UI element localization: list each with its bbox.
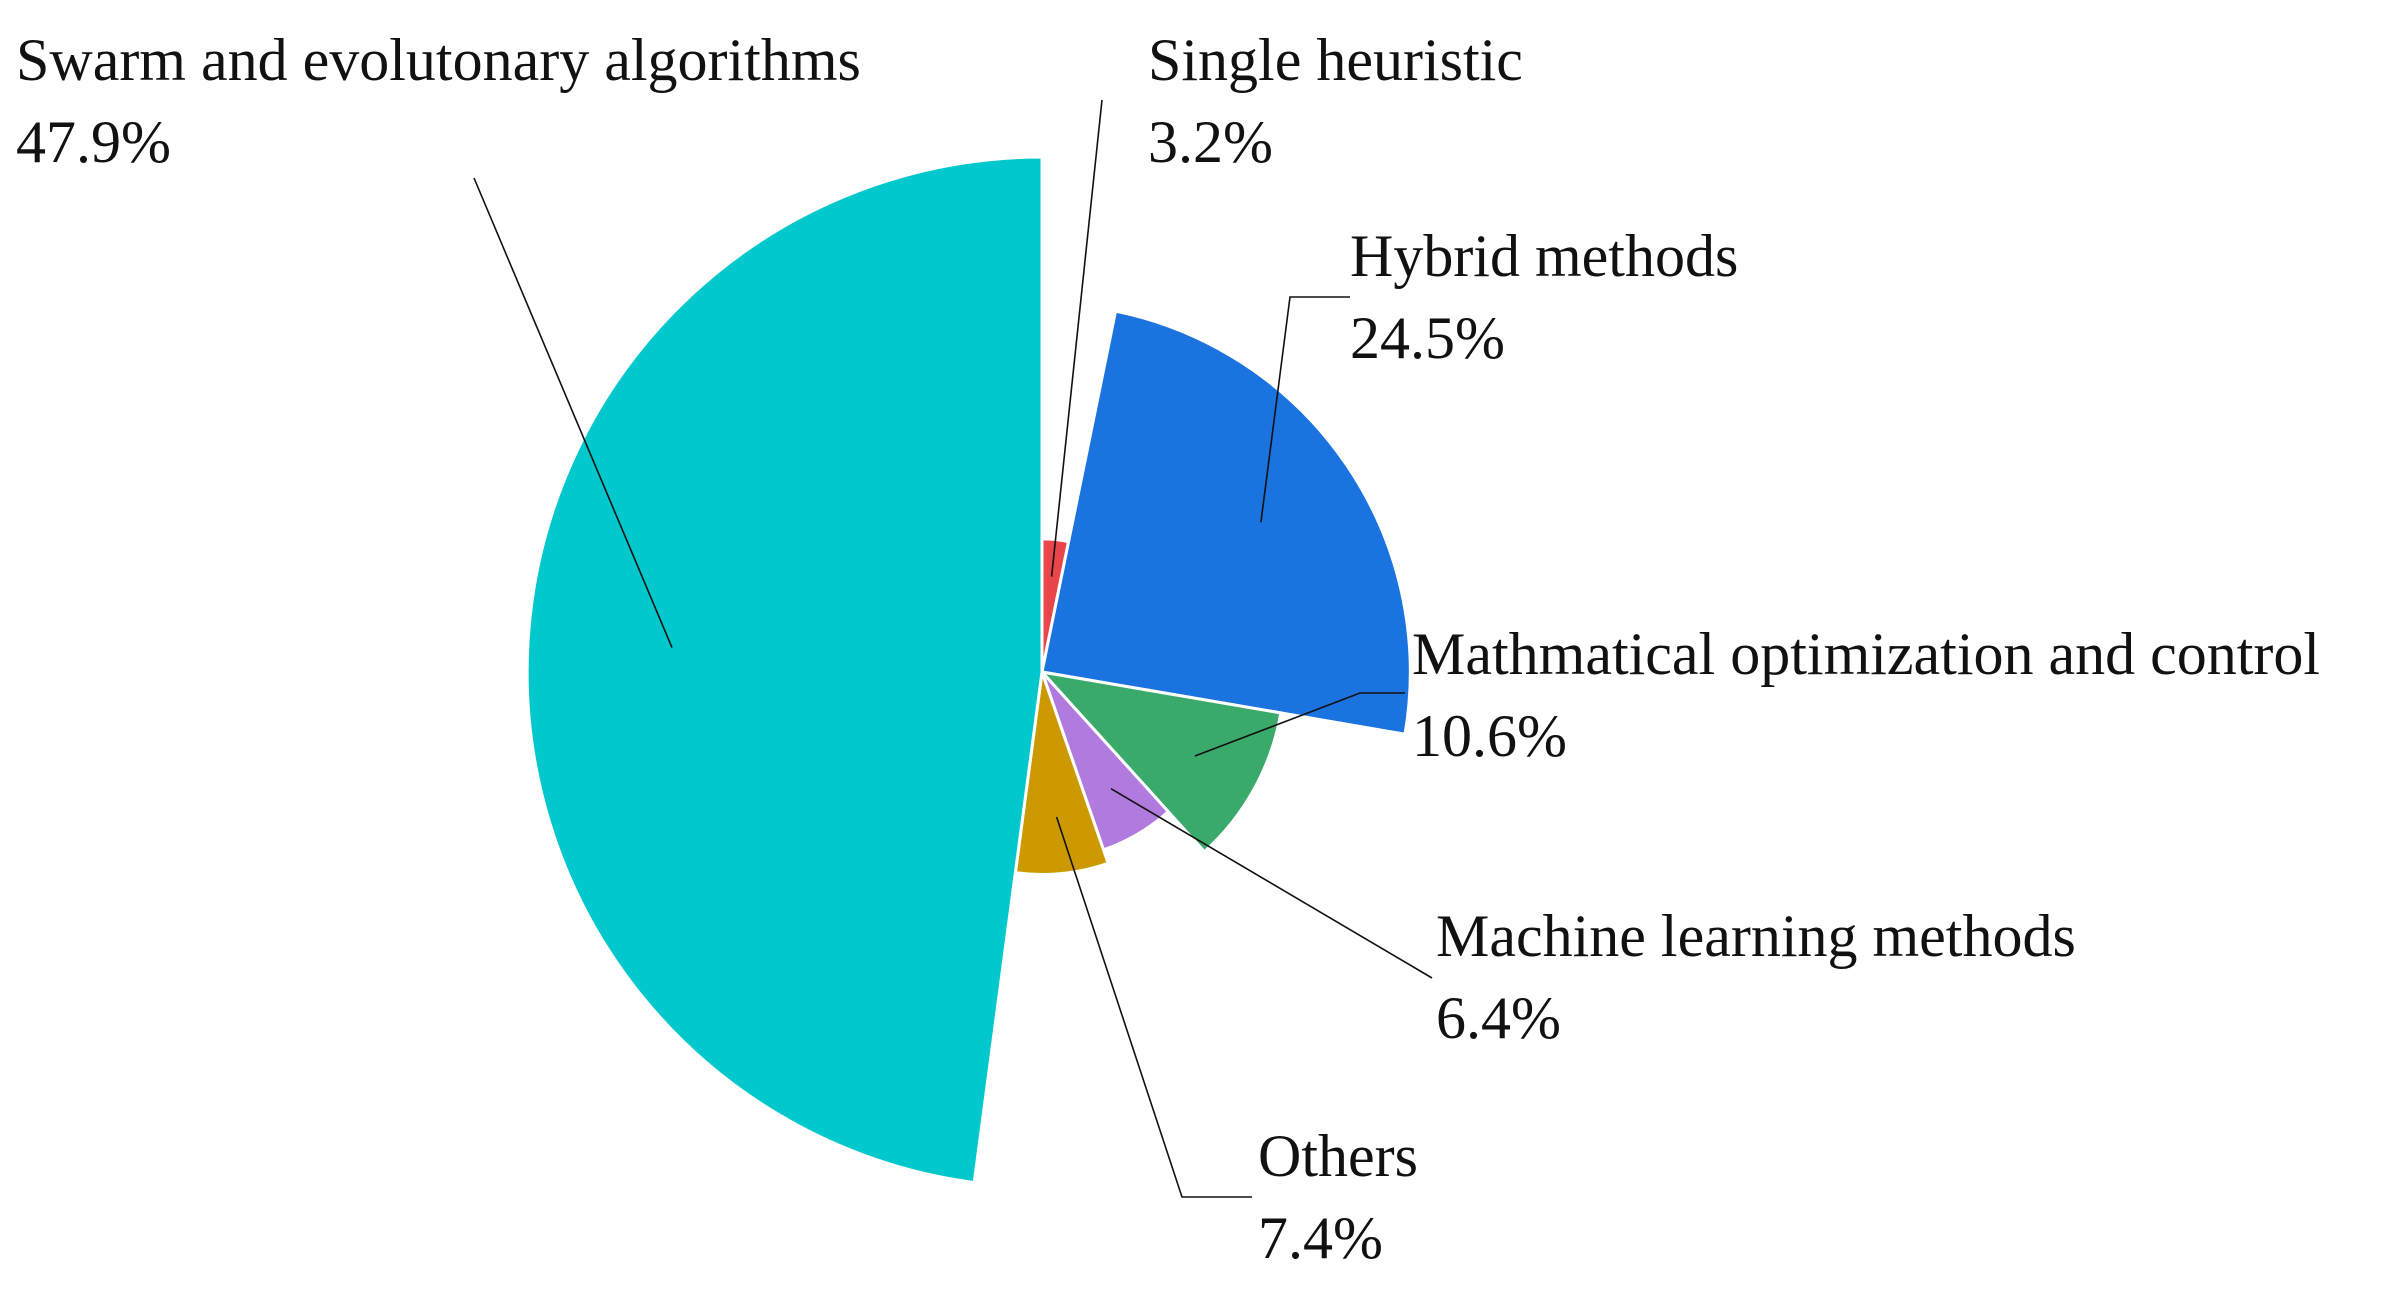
slice-swarm-evolutionary <box>525 155 1044 1185</box>
leader-line-mathematical-optimization <box>1194 692 1405 757</box>
label-single-heuristic-name: Single heuristic <box>1148 27 1523 93</box>
label-machine-learning: Machine learning methods 6.4% <box>1436 903 2076 1051</box>
leader-line-hybrid-methods <box>1260 296 1350 523</box>
label-others-name: Others <box>1258 1123 1418 1189</box>
leader-line-single-heuristic <box>1050 99 1103 577</box>
label-single-heuristic-percent: 3.2% <box>1148 109 1273 175</box>
slice-hybrid-methods <box>1040 309 1412 736</box>
label-swarm-evolutionary-name: Swarm and evolutonary algorithms <box>16 27 861 93</box>
label-mathematical-optimization-percent: 10.6% <box>1412 703 1567 769</box>
label-mathematical-optimization-name: Mathmatical optimization and control <box>1412 621 2320 687</box>
label-single-heuristic: Single heuristic 3.2% <box>1148 27 1523 175</box>
leader-line-others <box>1055 816 1252 1198</box>
slice-mathematical-optimization <box>1037 669 1283 854</box>
label-others-percent: 7.4% <box>1258 1205 1383 1271</box>
label-hybrid-methods-name: Hybrid methods <box>1350 223 1738 289</box>
label-swarm-evolutionary-percent: 47.9% <box>16 109 171 175</box>
label-others: Others 7.4% <box>1258 1123 1418 1271</box>
label-swarm-evolutionary: Swarm and evolutonary algorithms 47.9% <box>16 27 861 175</box>
label-hybrid-methods: Hybrid methods 24.5% <box>1350 223 1738 371</box>
leader-line-machine-learning <box>1110 788 1433 979</box>
label-machine-learning-name: Machine learning methods <box>1436 903 2076 969</box>
pie-slices <box>525 155 1412 1185</box>
label-machine-learning-percent: 6.4% <box>1436 985 1561 1051</box>
leader-lines <box>473 99 1433 1198</box>
leader-line-swarm-evolutionary <box>473 177 673 648</box>
label-hybrid-methods-percent: 24.5% <box>1350 305 1505 371</box>
label-mathematical-optimization: Mathmatical optimization and control 10.… <box>1412 621 2320 769</box>
